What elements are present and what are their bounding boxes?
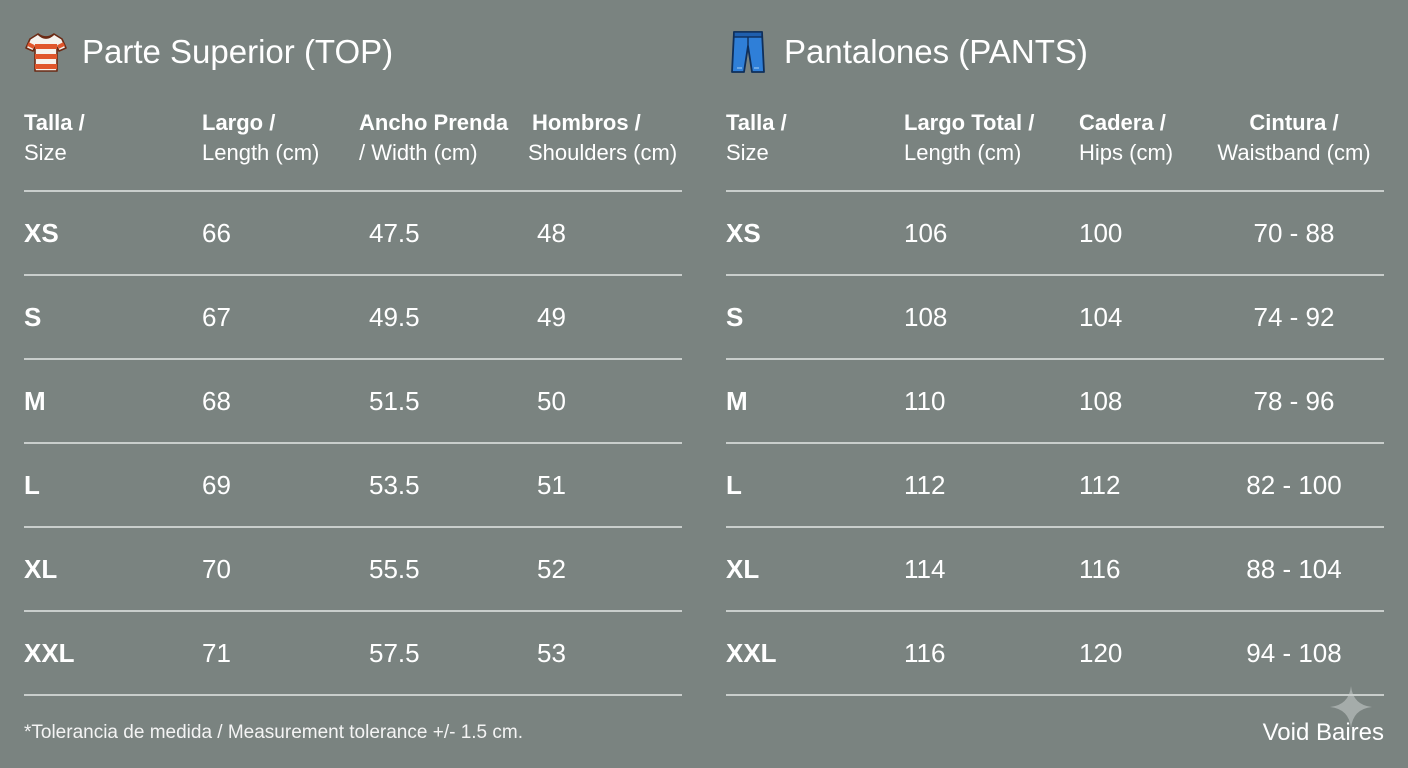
top-header-width: Ancho Prenda / Width (cm) [359, 108, 528, 192]
size-cell: M [24, 359, 202, 444]
length-cell: 116 [904, 611, 1079, 696]
shoulders-cell: 48 [528, 191, 682, 276]
table-row: XL 70 55.5 52 [24, 527, 682, 612]
top-header-row: Talla / Size Largo / Length (cm) Ancho Pre… [24, 108, 682, 192]
table-row: XXL 116 120 94 - 108 [726, 611, 1384, 696]
pants-title: Pantalones (PANTS) [726, 30, 1088, 74]
size-cell: M [726, 359, 904, 444]
shoulders-cell: 51 [528, 443, 682, 528]
waistband-cell: 74 - 92 [1204, 275, 1384, 360]
width-cell: 49.5 [359, 275, 528, 360]
length-cell: 110 [904, 359, 1079, 444]
size-cell: L [24, 443, 202, 528]
top-header-size: Talla / Size [24, 108, 202, 192]
pants-header-waistband: Cintura / Waistband (cm) [1204, 108, 1384, 192]
shoulders-cell: 50 [528, 359, 682, 444]
pants-header-row: Talla / Size Largo Total / Length (cm) Cad… [726, 108, 1384, 192]
size-cell: L [726, 443, 904, 528]
jeans-icon [731, 31, 765, 73]
pants-size-table: Talla / Size Largo Total / Length (cm) Cad… [726, 108, 1384, 696]
shoulders-cell: 49 [528, 275, 682, 360]
waistband-cell: 88 - 104 [1204, 527, 1384, 612]
table-row: M 110 108 78 - 96 [726, 359, 1384, 444]
pants-header-length: Largo Total / Length (cm) [904, 108, 1079, 192]
sparkle-icon [1330, 686, 1372, 728]
hips-cell: 116 [1079, 527, 1204, 612]
waistband-cell: 94 - 108 [1204, 611, 1384, 696]
pants-header-size: Talla / Size [726, 108, 904, 192]
table-row: XS 66 47.5 48 [24, 191, 682, 276]
size-cell: S [726, 275, 904, 360]
length-cell: 69 [202, 443, 359, 528]
hips-cell: 100 [1079, 191, 1204, 276]
hips-cell: 108 [1079, 359, 1204, 444]
length-cell: 70 [202, 527, 359, 612]
table-row: XXL 71 57.5 53 [24, 611, 682, 696]
pants-header-hips: Cadera / Hips (cm) [1079, 108, 1204, 192]
length-cell: 112 [904, 443, 1079, 528]
table-row: L 112 112 82 - 100 [726, 443, 1384, 528]
length-cell: 66 [202, 191, 359, 276]
size-cell: XS [726, 191, 904, 276]
size-cell: XS [24, 191, 202, 276]
brand-name: Void Baires [1262, 719, 1384, 746]
top-header-length: Largo / Length (cm) [202, 108, 359, 192]
top-size-table: Talla / Size Largo / Length (cm) Ancho Pre… [24, 108, 682, 696]
size-cell: XXL [726, 611, 904, 696]
width-cell: 57.5 [359, 611, 528, 696]
length-cell: 106 [904, 191, 1079, 276]
width-cell: 55.5 [359, 527, 528, 612]
size-cell: XL [726, 527, 904, 612]
measurement-footnote: *Tolerancia de medida / Measurement tole… [24, 722, 524, 743]
waistband-cell: 82 - 100 [1204, 443, 1384, 528]
length-cell: 71 [202, 611, 359, 696]
hips-cell: 120 [1079, 611, 1204, 696]
table-row: S 108 104 74 - 92 [726, 275, 1384, 360]
table-row: S 67 49.5 49 [24, 275, 682, 360]
width-cell: 53.5 [359, 443, 528, 528]
shoulders-cell: 53 [528, 611, 682, 696]
table-row: L 69 53.5 51 [24, 443, 682, 528]
top-header-shoulders: Hombros / Shoulders (cm) [528, 108, 682, 192]
waistband-cell: 78 - 96 [1204, 359, 1384, 444]
length-cell: 108 [904, 275, 1079, 360]
width-cell: 47.5 [359, 191, 528, 276]
length-cell: 114 [904, 527, 1079, 612]
length-cell: 67 [202, 275, 359, 360]
size-cell: S [24, 275, 202, 360]
waistband-cell: 70 - 88 [1204, 191, 1384, 276]
table-row: XL 114 116 88 - 104 [726, 527, 1384, 612]
size-cell: XXL [24, 611, 202, 696]
shirt-icon [25, 33, 67, 72]
top-title: Parte Superior (TOP) [24, 30, 393, 74]
table-row: M 68 51.5 50 [24, 359, 682, 444]
table-row: XS 106 100 70 - 88 [726, 191, 1384, 276]
width-cell: 51.5 [359, 359, 528, 444]
length-cell: 68 [202, 359, 359, 444]
hips-cell: 104 [1079, 275, 1204, 360]
shoulders-cell: 52 [528, 527, 682, 612]
size-cell: XL [24, 527, 202, 612]
pants-title-text: Pantalones (PANTS) [784, 33, 1088, 70]
hips-cell: 112 [1079, 443, 1204, 528]
top-title-text: Parte Superior (TOP) [82, 33, 394, 70]
